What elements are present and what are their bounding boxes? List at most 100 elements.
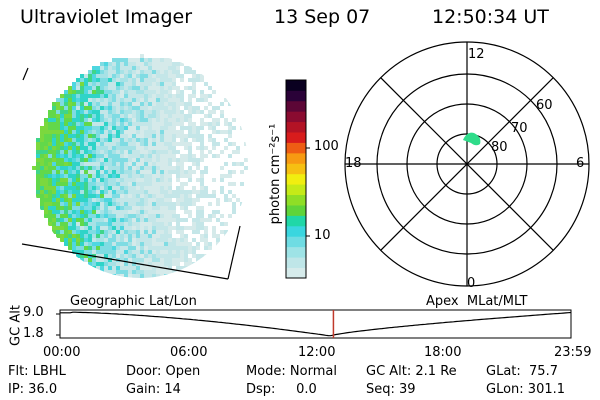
image-pixel bbox=[100, 162, 104, 166]
image-pixel bbox=[132, 130, 136, 134]
image-pixel bbox=[168, 262, 172, 266]
image-pixel bbox=[160, 118, 164, 122]
image-pixel bbox=[196, 242, 200, 246]
image-pixel bbox=[156, 150, 160, 154]
image-pixel bbox=[132, 238, 136, 242]
image-pixel bbox=[76, 170, 80, 174]
image-pixel bbox=[120, 218, 124, 222]
image-pixel bbox=[144, 118, 148, 122]
image-pixel bbox=[112, 186, 116, 190]
image-pixel bbox=[144, 90, 148, 94]
image-pixel bbox=[156, 90, 160, 94]
image-pixel bbox=[172, 246, 176, 250]
image-pixel bbox=[184, 242, 188, 246]
image-pixel bbox=[84, 206, 88, 210]
image-pixel bbox=[152, 182, 156, 186]
image-pixel bbox=[116, 74, 120, 78]
image-pixel bbox=[96, 126, 100, 130]
image-pixel bbox=[232, 162, 236, 166]
image-pixel bbox=[144, 234, 148, 238]
image-pixel bbox=[52, 158, 56, 162]
image-pixel bbox=[56, 226, 60, 230]
image-pixel bbox=[60, 150, 64, 154]
image-pixel bbox=[112, 118, 116, 122]
image-pixel bbox=[156, 146, 160, 150]
image-pixel bbox=[128, 58, 132, 62]
image-pixel bbox=[56, 162, 60, 166]
image-pixel bbox=[124, 110, 128, 114]
image-pixel bbox=[184, 250, 188, 254]
image-pixel bbox=[172, 146, 176, 150]
timeline-y-max: 9.0 bbox=[23, 305, 44, 320]
image-pixel bbox=[64, 242, 68, 246]
image-pixel bbox=[168, 266, 172, 270]
image-pixel bbox=[232, 118, 236, 122]
image-pixel bbox=[156, 246, 160, 250]
image-pixel bbox=[80, 258, 84, 262]
colorbar-swatch bbox=[286, 90, 306, 102]
image-pixel bbox=[200, 150, 204, 154]
image-pixel bbox=[108, 66, 112, 70]
image-pixel bbox=[84, 202, 88, 206]
image-pixel bbox=[124, 70, 128, 74]
image-pixel bbox=[56, 114, 60, 118]
image-pixel bbox=[72, 122, 76, 126]
grid-line bbox=[21, 243, 229, 280]
image-pixel bbox=[92, 134, 96, 138]
image-pixel bbox=[40, 182, 44, 186]
image-pixel bbox=[68, 194, 72, 198]
image-pixel bbox=[208, 242, 212, 246]
image-pixel bbox=[88, 114, 92, 118]
image-pixel bbox=[164, 198, 168, 202]
image-pixel bbox=[200, 210, 204, 214]
image-pixel bbox=[176, 90, 180, 94]
image-pixel bbox=[216, 198, 220, 202]
image-pixel bbox=[68, 174, 72, 178]
image-pixel bbox=[152, 142, 156, 146]
image-pixel bbox=[180, 250, 184, 254]
image-pixel bbox=[56, 98, 60, 102]
image-pixel bbox=[176, 186, 180, 190]
image-pixel bbox=[40, 126, 44, 130]
image-pixel bbox=[124, 206, 128, 210]
image-pixel bbox=[180, 110, 184, 114]
image-pixel bbox=[180, 174, 184, 178]
image-pixel bbox=[200, 182, 204, 186]
image-pixel bbox=[184, 198, 188, 202]
image-pixel bbox=[136, 258, 140, 262]
image-pixel bbox=[156, 118, 160, 122]
image-pixel bbox=[64, 134, 68, 138]
image-pixel bbox=[100, 250, 104, 254]
image-pixel bbox=[124, 106, 128, 110]
image-pixel bbox=[144, 262, 148, 266]
image-pixel bbox=[116, 186, 120, 190]
image-pixel bbox=[208, 126, 212, 130]
image-pixel bbox=[100, 210, 104, 214]
image-pixel bbox=[48, 170, 52, 174]
image-pixel bbox=[104, 226, 108, 230]
image-pixel bbox=[48, 162, 52, 166]
image-pixel bbox=[188, 158, 192, 162]
image-pixel bbox=[156, 226, 160, 230]
image-pixel bbox=[92, 114, 96, 118]
image-pixel bbox=[68, 134, 72, 138]
image-pixel bbox=[144, 222, 148, 226]
image-pixel bbox=[196, 138, 200, 142]
image-pixel bbox=[100, 110, 104, 114]
image-pixel bbox=[176, 114, 180, 118]
image-pixel bbox=[96, 234, 100, 238]
image-pixel bbox=[104, 178, 108, 182]
image-pixel bbox=[228, 142, 232, 146]
image-pixel bbox=[156, 162, 160, 166]
image-pixel bbox=[124, 118, 128, 122]
image-pixel bbox=[112, 154, 116, 158]
image-pixel bbox=[156, 158, 160, 162]
image-pixel bbox=[80, 122, 84, 126]
image-pixel bbox=[112, 262, 116, 266]
image-pixel bbox=[64, 170, 68, 174]
image-pixel bbox=[128, 258, 132, 262]
image-pixel bbox=[136, 138, 140, 142]
image-pixel bbox=[136, 178, 140, 182]
image-pixel bbox=[64, 230, 68, 234]
image-pixel bbox=[172, 206, 176, 210]
